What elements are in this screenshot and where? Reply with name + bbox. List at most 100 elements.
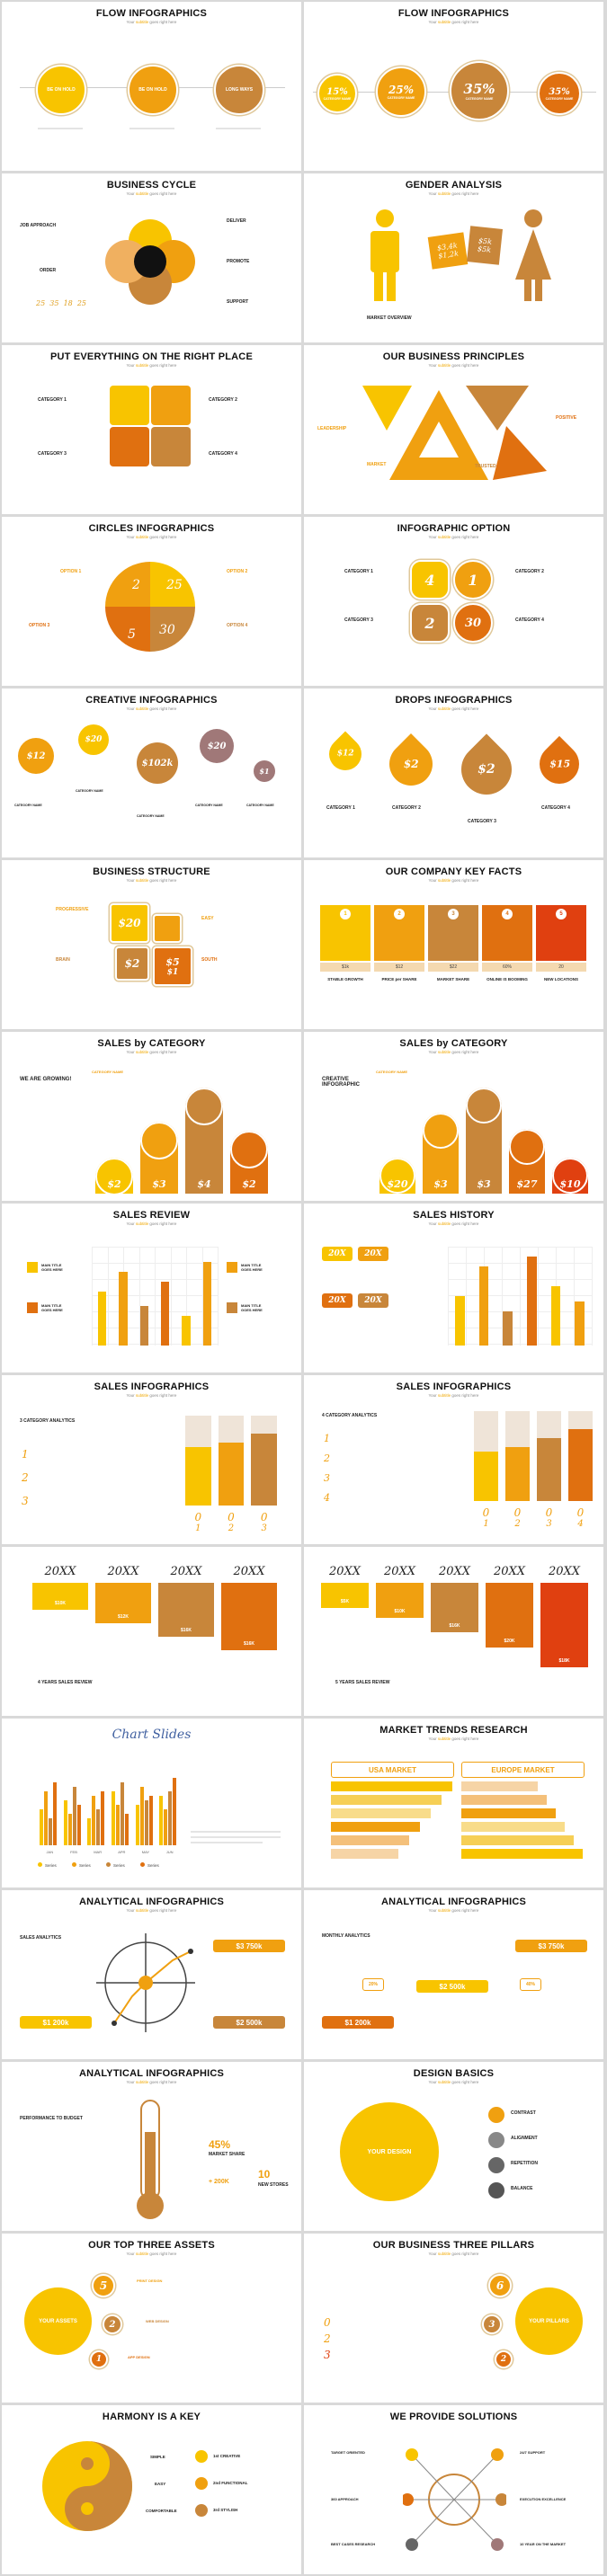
slide-three-pillars[interactable]: OUR BUSINESS THREE PILLARS Your subtitle… (304, 2234, 603, 2403)
fact-value: 20 (536, 963, 586, 972)
slide-title: SALES INFOGRAPHICS (396, 1381, 512, 1392)
chart-bar (148, 1796, 153, 1845)
chart-bar (92, 1796, 96, 1845)
slide-sales-category-2[interactable]: SALES by CATEGORY Your subtitle goes rig… (304, 1032, 603, 1201)
drop-label: CATEGORY 4 (541, 805, 570, 811)
slide-subtitle: Your subtitle goes right here (126, 191, 177, 196)
stack-num: 2 (228, 1523, 235, 1533)
slide-title: ANALYTICAL INFOGRAPHICS (78, 1896, 225, 1907)
slide-market-trends[interactable]: MARKET TRENDS RESEARCH Your subtitle goe… (304, 1719, 603, 1888)
option-tile: 2 (410, 603, 450, 643)
chart-bar (53, 1782, 57, 1845)
flow-circle: BE ON HOLD (128, 65, 178, 115)
slide-puzzle[interactable]: PUT EVERYTHING ON THE RIGHT PLACE Your s… (2, 345, 301, 514)
drop: $12 (322, 731, 369, 777)
slide-subtitle: Your subtitle goes right here (126, 535, 177, 539)
harmony-label: EASY (155, 2482, 166, 2486)
legend-dot (140, 1862, 145, 1867)
slide-title: DROPS INFOGRAPHICS (395, 695, 513, 706)
slide-sales-infographics-3[interactable]: SALES INFOGRAPHICS Your subtitle goes ri… (2, 1375, 301, 1544)
column-header: EUROPE MARKET (461, 1762, 585, 1778)
pillar-value: $2 (242, 1178, 256, 1190)
year-value: $10K (394, 1608, 406, 1614)
grid-line (138, 1247, 140, 1346)
pillar-value: $3 (433, 1178, 448, 1190)
slide-4-years[interactable]: 20XX $10K 20XX $12K 20XX $16K 20XX $16K 4 YEARS… (2, 1547, 301, 1716)
pillar-value: $20 (387, 1178, 408, 1190)
basic-dot (488, 2157, 504, 2173)
chart-bar (121, 1782, 124, 1845)
slide-sales-category-1[interactable]: SALES by CATEGORY Your subtitle goes rig… (2, 1032, 301, 1201)
target-diagram (96, 1933, 195, 2032)
grid-line (201, 1247, 203, 1346)
slide-title: CREATIVE INFOGRAPHICS (85, 695, 218, 706)
thermometer (137, 2100, 164, 2219)
slide-flow-2[interactable]: FLOW INFOGRAPHICS Your subtitle goes rig… (304, 2, 603, 171)
slide-creative[interactable]: CREATIVE INFOGRAPHICS Your subtitle goes… (2, 688, 301, 857)
principle-label: TRUSTED (475, 464, 496, 469)
value-circle: 25% CATEGORY NAME (376, 67, 426, 117)
year-label: 20XX (233, 1565, 265, 1578)
male-icon (370, 209, 399, 301)
slide-sales-review[interactable]: SALES REVIEW Your subtitle goes right he… (2, 1204, 301, 1372)
slide-principles[interactable]: OUR BUSINESS PRINCIPLES Your subtitle go… (304, 345, 603, 514)
legend-dot (38, 1862, 42, 1867)
slide-chart-slides[interactable]: Chart Slides JAN FEB MAR APR MAY JUN Series Ser… (2, 1719, 301, 1888)
fact-label: MARKET SHARE (436, 977, 470, 982)
slide-circles[interactable]: CIRCLES INFOGRAPHICS Your subtitle goes … (2, 517, 301, 686)
gender-value-box: $5k $5k (467, 226, 503, 265)
slide-sales-infographics-4[interactable]: SALES INFOGRAPHICS Your subtitle goes ri… (304, 1375, 603, 1544)
stack-digit: 0 (513, 1506, 522, 1519)
legend-label: Series (113, 1863, 125, 1868)
slide-sales-history[interactable]: SALES HISTORY Your subtitle goes right h… (304, 1204, 603, 1372)
legend-label: Series (79, 1863, 91, 1868)
slide-key-facts[interactable]: OUR COMPANY KEY FACTS Your subtitle goes… (304, 860, 603, 1029)
stack-fill (251, 1434, 277, 1506)
trend-row (461, 1795, 547, 1805)
structure-label: BRAIN (56, 957, 70, 963)
year-bar (376, 1583, 424, 1618)
slide-infographic-option[interactable]: INFOGRAPHIC OPTION Your subtitle goes ri… (304, 517, 603, 686)
harmony-dot (195, 2450, 208, 2463)
slide-solutions[interactable]: WE PROVIDE SOLUTIONS TARGET ORIENTED 24/… (304, 2405, 603, 2574)
category-label: CATEGORY 1 (38, 397, 67, 403)
bar (575, 1301, 585, 1346)
slide-analytical-2[interactable]: ANALYTICAL INFOGRAPHICS Your subtitle go… (304, 1890, 603, 2059)
stack-num: 4 (577, 1519, 584, 1529)
chart-bar (173, 1778, 177, 1845)
trend-row (461, 1781, 538, 1791)
fact-label: PRICE per SHARE (381, 977, 417, 982)
slide-business-cycle[interactable]: BUSINESS CYCLE Your subtitle goes right … (2, 173, 301, 342)
slide-subtitle: Your subtitle goes right here (126, 2080, 177, 2084)
year-value: $16K (449, 1623, 460, 1629)
slide-title: DESIGN BASICS (413, 2068, 495, 2079)
drop: $2 (451, 733, 522, 805)
slide-title: Chart Slides (112, 1728, 192, 1742)
slide-harmony[interactable]: HARMONY IS A KEY SIMPLE EASY COMFORTABLE… (2, 2405, 301, 2574)
slide-title: CIRCLES INFOGRAPHICS (88, 523, 215, 534)
section-heading: MONTHLY ANALYTICS (322, 1933, 370, 1939)
chart-bar (139, 1787, 144, 1845)
stack-digit: 0 (228, 1511, 235, 1523)
grid-line (520, 1247, 521, 1346)
slide-5-years[interactable]: 20XX $5K 20XX $10K 20XX $16K 20XX $20K 20XX $18K … (304, 1547, 603, 1716)
slide-analytical-1[interactable]: ANALYTICAL INFOGRAPHICS Your subtitle go… (2, 1890, 301, 2059)
slide-design-basics[interactable]: DESIGN BASICS Your subtitle goes right h… (304, 2062, 603, 2231)
slide-drops[interactable]: DROPS INFOGRAPHICS Your subtitle goes ri… (304, 688, 603, 857)
slide-analytical-3[interactable]: ANALYTICAL INFOGRAPHICS Your subtitle go… (2, 2062, 301, 2231)
slide-flow-1[interactable]: FLOW INFOGRAPHICS Your subtitle goes rig… (2, 2, 301, 171)
slide-subtitle: Your subtitle goes right here (126, 1908, 177, 1913)
section-heading: PERFORMANCE TO BUDGET (20, 2116, 83, 2121)
slide-gender-analysis[interactable]: GENDER ANALYSIS Your subtitle goes right… (304, 173, 603, 342)
category-label: CATEGORY 3 (344, 617, 373, 623)
slide-top-assets[interactable]: OUR TOP THREE ASSETS Your subtitle goes … (2, 2234, 301, 2403)
slide-subtitle: Your subtitle goes right here (126, 363, 177, 368)
cycle-label: PROMOTE (227, 259, 250, 264)
legend-dot (72, 1862, 76, 1867)
slide-business-structure[interactable]: BUSINESS STRUCTURE Your subtitle goes ri… (2, 860, 301, 1029)
year-bar (540, 1583, 588, 1667)
section-heading: 4 CATEGORY ANALYTICS (322, 1413, 378, 1418)
month-label: MAY (141, 1850, 150, 1854)
